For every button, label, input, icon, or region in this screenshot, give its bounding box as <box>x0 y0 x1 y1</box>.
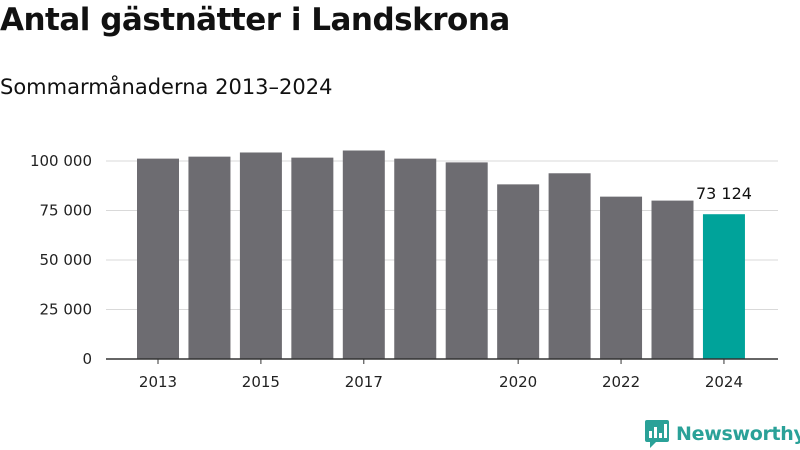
brand-logo: Newsworthy <box>644 419 800 449</box>
bar-2023 <box>651 200 694 359</box>
x-tick-label: 2017 <box>345 373 383 391</box>
bar-2021 <box>548 173 591 359</box>
y-axis-tick-labels: 0 25 000 50 000 75 000 100 000 <box>30 152 92 368</box>
x-tick-label: 2024 <box>705 373 743 391</box>
x-tick-label: 2022 <box>602 373 640 391</box>
chart-subtitle: Sommarmånaderna 2013–2024 <box>0 75 333 99</box>
bar-2017 <box>342 150 385 359</box>
y-tick-label: 0 <box>82 350 92 368</box>
y-tick-label: 75 000 <box>40 202 93 220</box>
bar-2018 <box>394 158 437 359</box>
bar-2013 <box>137 158 179 359</box>
bar-2024 <box>702 214 745 359</box>
bar-2016 <box>291 157 334 359</box>
newsworthy-logo-icon <box>645 420 669 448</box>
y-tick-label: 100 000 <box>30 152 92 170</box>
bar-2019 <box>445 162 488 359</box>
bars <box>137 150 745 359</box>
x-axis-tick-labels: 2013 2015 2017 2020 2022 2024 <box>139 359 743 391</box>
x-tick-label: 2015 <box>242 373 280 391</box>
bar-2020 <box>497 184 540 359</box>
x-tick-label: 2013 <box>139 373 177 391</box>
x-tick-label: 2020 <box>499 373 537 391</box>
bar-2015 <box>239 152 282 359</box>
y-tick-label: 50 000 <box>40 251 93 269</box>
bar-2014 <box>188 156 231 359</box>
bar-2022 <box>600 196 643 359</box>
highlight-data-label: 73 124 <box>696 184 752 203</box>
brand-name: Newsworthy <box>676 423 800 445</box>
chart-title: Antal gästnätter i Landskrona <box>0 2 510 38</box>
y-tick-label: 25 000 <box>40 301 93 319</box>
